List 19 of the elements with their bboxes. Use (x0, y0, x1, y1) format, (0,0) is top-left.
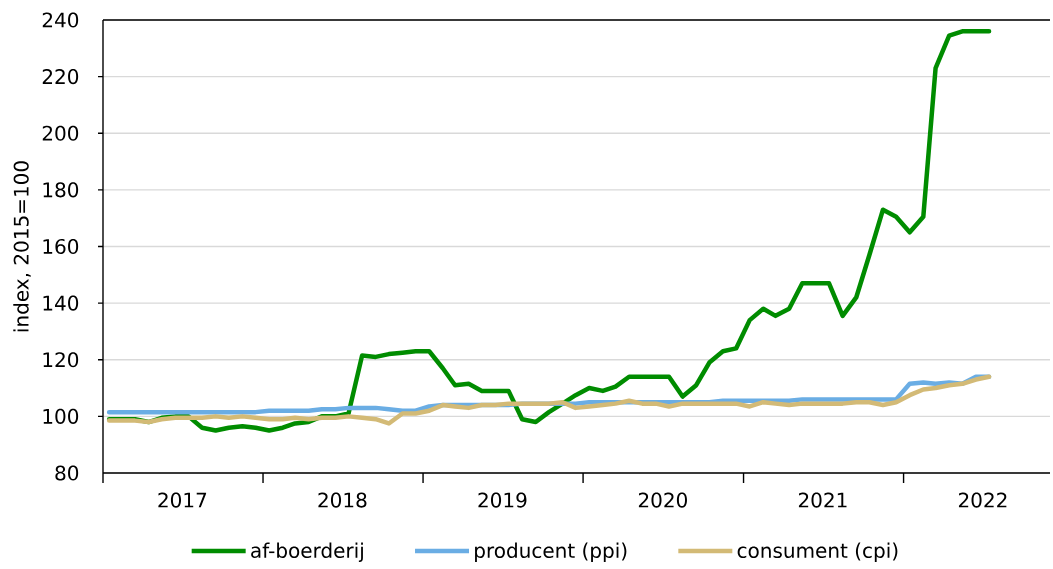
y-tick-label: 80 (55, 465, 79, 481)
legend-label: af-boerderij (251, 542, 363, 562)
y-tick-label: 200 (42, 125, 79, 141)
legend-label: consument (cpi) (737, 542, 898, 562)
x-tick-label: 2021 (798, 492, 847, 508)
x-tick-label: 2017 (158, 492, 207, 508)
y-tick-label: 220 (42, 69, 79, 85)
x-tick-label: 2018 (318, 492, 367, 508)
y-axis-title: index, 2015=100 (13, 161, 31, 332)
legend-label: producent (ppi) (475, 542, 627, 562)
x-tick-label: 2019 (478, 492, 527, 508)
y-tick-label: 160 (43, 238, 79, 255)
x-tick-label: 2022 (958, 492, 1007, 508)
y-tick-label: 180 (43, 182, 79, 198)
x-tick-label: 2020 (638, 492, 687, 508)
y-tick-label: 100 (43, 408, 79, 424)
y-tick-label: 140 (43, 295, 79, 311)
y-tick-label: 120 (43, 352, 79, 368)
y-tick-label: 240 (42, 12, 79, 28)
